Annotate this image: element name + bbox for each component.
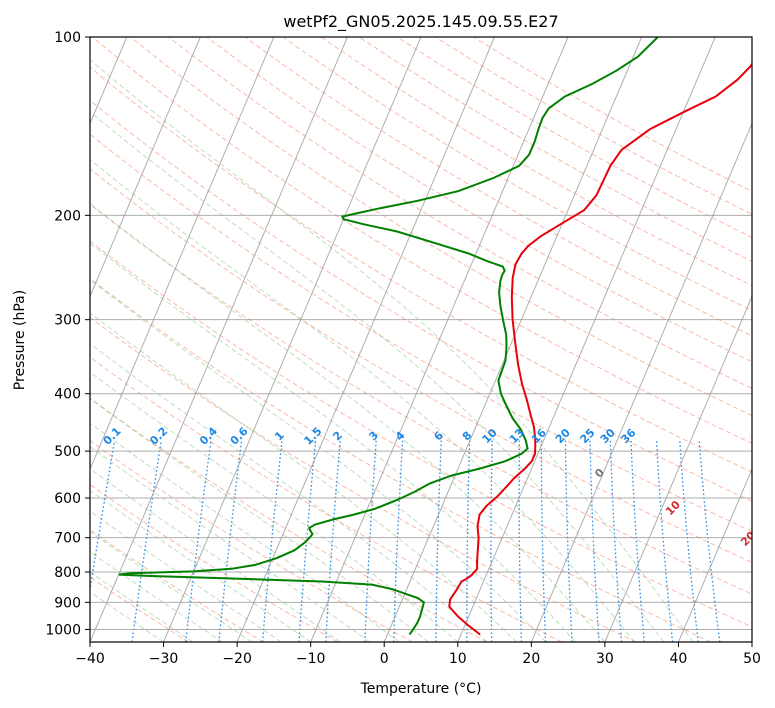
- isotherm-line: [90, 37, 201, 298]
- mixing-ratio-line: [630, 440, 645, 642]
- dry-adiabat-line: [90, 397, 488, 642]
- isotherm-lines: [90, 37, 752, 642]
- mixing-ratio-line: [364, 440, 377, 642]
- dewpoint-profile-line: [118, 37, 659, 636]
- mixing-ratio-line: [518, 440, 523, 642]
- dry-adiabat-line: [90, 203, 752, 595]
- isotherm-line: [163, 37, 422, 642]
- isotherm-line: [457, 37, 716, 642]
- mixing-ratio-line: [184, 440, 212, 642]
- isotherm-line: [310, 37, 569, 642]
- y-tick-label: 400: [54, 387, 81, 403]
- x-tick-label: 50: [743, 651, 761, 667]
- moist-adiabat-line: [90, 468, 341, 642]
- dry-adiabat-line: [90, 316, 637, 642]
- x-tick-label: 20: [522, 651, 540, 667]
- mixing-ratio-line: [325, 440, 341, 642]
- x-tick-label: 10: [449, 651, 467, 667]
- mixing-ratio-line: [218, 440, 243, 642]
- y-tick-label: 300: [54, 313, 81, 329]
- moist-adiabat-line: [90, 422, 400, 642]
- dry-adiabat-line: [90, 356, 562, 642]
- mixing-ratio-line: [435, 440, 442, 642]
- mixing-ratio-line: [609, 440, 623, 642]
- moist-adiabat-line: [90, 551, 223, 642]
- moist-adiabat-line: [90, 278, 547, 642]
- mixing-ratio-line: [540, 440, 547, 642]
- temperature-profile-line: [448, 62, 752, 636]
- dry-adiabat-line: [130, 37, 752, 417]
- mixing-ratio-line: [564, 440, 573, 642]
- x-tick-label: −10: [296, 651, 326, 667]
- x-tick-label: 30: [596, 651, 614, 667]
- y-tick-label: 1000: [45, 622, 81, 638]
- moist-adiabat-line: [90, 445, 370, 642]
- x-tick-label: 0: [380, 651, 389, 667]
- dry-adiabat-line: [90, 240, 752, 628]
- isotherm-line: [677, 467, 752, 642]
- x-axis-label: Temperature (°C): [360, 681, 482, 697]
- isotherm-line: [383, 37, 643, 642]
- dry-adiabat-line: [90, 133, 752, 533]
- moist-adiabats: [90, 59, 694, 642]
- moist-adiabat-line: [90, 571, 194, 642]
- y-tick-label: 600: [54, 491, 81, 507]
- dry-adiabat-line: [90, 529, 264, 642]
- dry-adiabat-line: [168, 37, 752, 389]
- moist-adiabat-line: [90, 371, 459, 642]
- y-axis-label: Pressure (hPa): [12, 290, 28, 390]
- y-tick-label: 500: [54, 444, 81, 460]
- dry-adiabat-line: [90, 99, 752, 502]
- isotherm-line: [236, 37, 496, 642]
- mixing-ratio-line: [490, 440, 493, 642]
- mixing-ratio-line: [655, 440, 674, 642]
- dry-adiabat-line: [90, 168, 752, 563]
- mixing-ratio-line: [589, 440, 600, 642]
- plot-frame: [89, 36, 753, 643]
- moist-adiabat-line: [90, 312, 517, 642]
- moist-adiabat-line: [90, 158, 635, 642]
- y-tick-label: 800: [54, 565, 81, 581]
- mixing-ratio-line: [261, 440, 283, 642]
- chart-title: wetPf2_GN05.2025.145.09.55.E27: [283, 12, 558, 32]
- moist-adiabat-line: [90, 397, 429, 642]
- mixing-ratio-line: [698, 440, 721, 642]
- dry-adiabat-line: [90, 483, 339, 642]
- isotherm-line: [530, 122, 752, 642]
- dry-adiabat-line: [206, 37, 752, 363]
- y-tick-label: 900: [54, 595, 81, 611]
- isotherm-line: [604, 295, 752, 642]
- mixing-ratio-line: [90, 440, 116, 594]
- mixing-ratio-line: [131, 440, 162, 642]
- moist-adiabat-line: [90, 489, 311, 642]
- mixing-ratio-line: [466, 440, 471, 642]
- moist-adiabat-line: [90, 111, 665, 642]
- y-tick-label: 200: [54, 208, 81, 224]
- moist-adiabat-line: [90, 242, 576, 642]
- moist-adiabat-line: [90, 343, 488, 642]
- y-tick-label: 100: [54, 30, 81, 46]
- x-tick-label: −30: [149, 651, 179, 667]
- dry-adiabat-line: [90, 278, 712, 642]
- mixing-ratio-line: [298, 440, 317, 642]
- isobar-lines: [90, 37, 752, 630]
- moist-adiabat-line: [90, 531, 253, 642]
- x-tick-label: −20: [222, 651, 252, 667]
- isotherm-line: [90, 37, 348, 642]
- moist-adiabat-line: [90, 591, 164, 642]
- x-tick-label: 40: [670, 651, 688, 667]
- mixing-ratio-line: [679, 440, 699, 642]
- moist-adiabat-line: [90, 510, 282, 642]
- y-tick-label: 700: [54, 531, 81, 547]
- moist-adiabat-line: [90, 59, 694, 642]
- isotherm-line: [90, 37, 275, 471]
- x-tick-label: −40: [75, 651, 105, 667]
